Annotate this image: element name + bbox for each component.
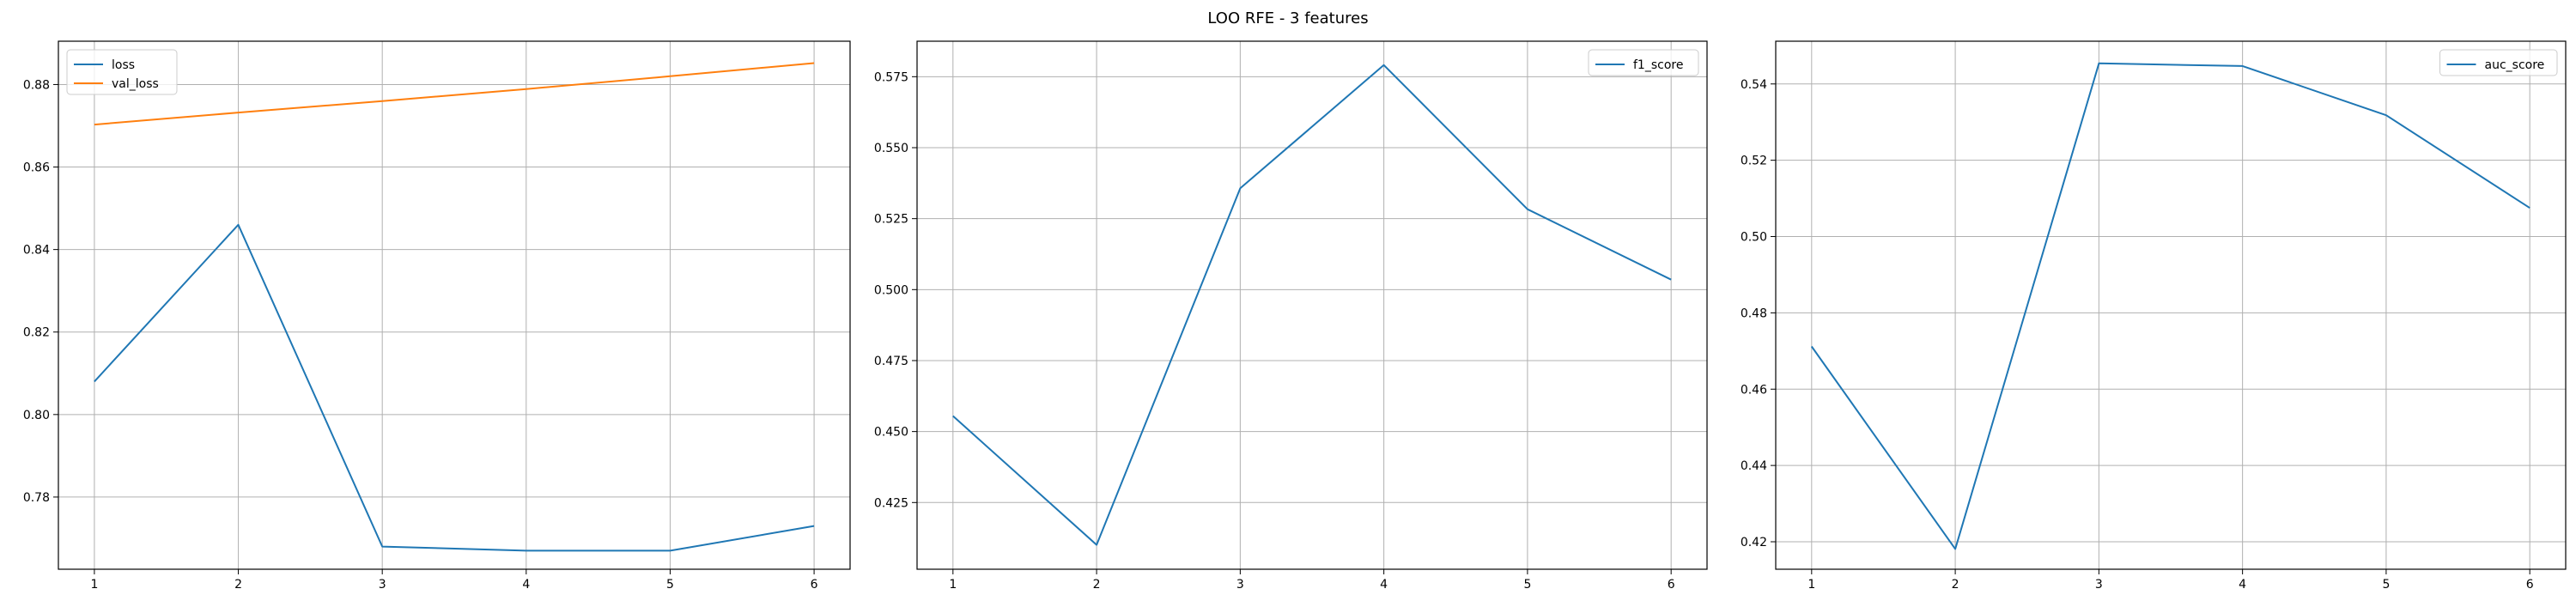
x-tick-label: 5 [666,578,674,592]
x-tick-label: 3 [1236,578,1244,592]
x-tick-label: 6 [2526,578,2534,592]
x-tick-label: 1 [1807,578,1815,592]
y-tick-label: 0.84 [23,244,50,258]
axes-frame [1775,40,2567,570]
y-tick-label: 0.44 [1741,459,1767,473]
x-tick-label: 1 [90,578,98,592]
y-tick-label: 0.88 [23,78,50,92]
grid [917,41,1707,569]
charts-container: 1 2 3 4 5 6 0.78 0.80 0.82 0.84 0.86 0.88 loss val_lo… [23,40,2567,592]
legend-box [2439,49,2558,76]
y-tick-label: 0.500 [874,283,908,297]
grid [58,41,850,569]
chart-panel-2: 1 2 3 4 5 6 0.425 0.450 0.475 0.500 0.525 0.550 0.57… [874,40,1708,592]
x-axis-ticks: 1 2 3 4 5 6 [1807,569,2534,592]
y-tick-label: 0.82 [23,326,50,340]
x-tick-label: 4 [2239,578,2246,592]
legend-label-f1_score: f1_score [1633,58,1683,72]
y-tick-label: 0.475 [874,355,908,368]
figure-title: LOO RFE - 3 features [1207,9,1368,27]
y-tick-label: 0.80 [23,409,50,422]
chart-panel-1: 1 2 3 4 5 6 0.78 0.80 0.82 0.84 0.86 0.88 loss val_lo… [23,40,851,592]
y-tick-label: 0.78 [23,491,50,505]
x-tick-label: 3 [379,578,386,592]
x-tick-label: 4 [522,578,530,592]
x-axis-ticks: 1 2 3 4 5 6 [90,569,818,592]
x-tick-label: 6 [1668,578,1675,592]
y-tick-label: 0.550 [874,142,908,155]
grid [1776,41,2566,569]
y-tick-label: 0.48 [1741,307,1767,320]
series-line-val_loss [94,62,815,126]
x-tick-label: 6 [811,578,818,592]
legend: loss val_loss [66,49,178,95]
y-tick-label: 0.450 [874,426,908,440]
series-line-loss [94,223,815,552]
axes-frame [916,40,1708,570]
x-tick-label: 2 [1093,578,1101,592]
y-axis-ticks: 0.78 0.80 0.82 0.84 0.86 0.88 [23,78,58,505]
y-tick-label: 0.42 [1741,536,1767,549]
x-tick-label: 5 [2382,578,2390,592]
y-tick-label: 0.50 [1741,231,1767,245]
legend-box [1588,49,1699,76]
chart-panel-3: 1 2 3 4 5 6 0.42 0.44 0.46 0.48 0.50 0.52 0.54 auc_sc… [1741,40,2567,592]
axes-frame [58,40,851,570]
series-line-f1_score [952,64,1672,546]
legend-label-loss: loss [112,58,135,72]
x-tick-label: 4 [1380,578,1388,592]
y-axis-ticks: 0.425 0.450 0.475 0.500 0.525 0.550 0.575 [874,70,917,510]
x-tick-label: 2 [234,578,242,592]
x-axis-ticks: 1 2 3 4 5 6 [949,569,1675,592]
series-line-auc_score [1810,62,2530,550]
y-tick-label: 0.86 [23,161,50,175]
x-tick-label: 1 [949,578,957,592]
y-tick-label: 0.46 [1741,383,1767,397]
x-tick-label: 3 [2095,578,2103,592]
x-tick-label: 2 [1952,578,1959,592]
legend: f1_score [1588,49,1699,76]
legend-label-val_loss: val_loss [112,77,159,91]
y-axis-ticks: 0.42 0.44 0.46 0.48 0.50 0.52 0.54 [1741,78,1776,549]
y-tick-label: 0.425 [874,496,908,510]
y-tick-label: 0.575 [874,70,908,84]
y-tick-label: 0.54 [1741,78,1767,92]
legend: auc_score [2439,49,2558,76]
x-tick-label: 5 [1523,578,1531,592]
legend-label-auc_score: auc_score [2485,58,2545,72]
y-tick-label: 0.52 [1741,155,1767,168]
y-tick-label: 0.525 [874,213,908,227]
